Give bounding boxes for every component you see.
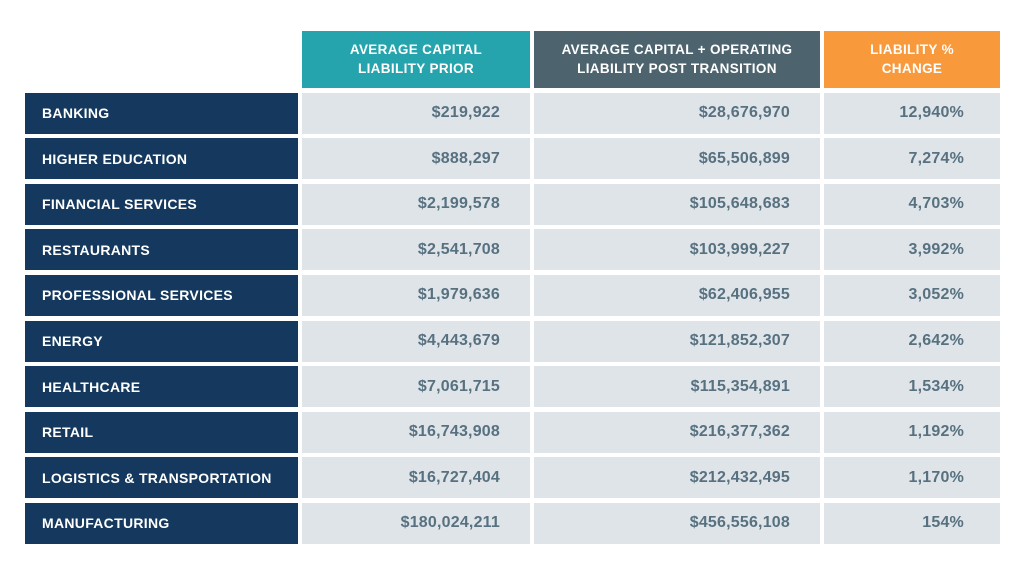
row-label-logistics-transportation: LOGISTICS & TRANSPORTATION: [25, 457, 298, 499]
value-prior: $2,541,708: [302, 229, 530, 271]
value-prior: $1,979,636: [302, 274, 530, 316]
value-post: $28,676,970: [534, 92, 820, 134]
value-change: 154%: [824, 502, 1000, 544]
value-post: $212,432,495: [534, 457, 820, 499]
row-label-energy: ENERGY: [25, 320, 298, 362]
value-post: $62,406,955: [534, 274, 820, 316]
value-prior: $180,024,211: [302, 502, 530, 544]
value-change: 12,940%: [824, 92, 1000, 134]
row-label-higher-education: HIGHER EDUCATION: [25, 138, 298, 180]
liability-comparison-table: AVERAGE CAPITAL LIABILITY PRIOR AVERAGE …: [25, 31, 1000, 544]
value-post: $216,377,362: [534, 411, 820, 453]
value-prior: $219,922: [302, 92, 530, 134]
row-label-restaurants: RESTAURANTS: [25, 229, 298, 271]
value-post: $456,556,108: [534, 502, 820, 544]
row-label-healthcare: HEALTHCARE: [25, 366, 298, 408]
header-avg-capital-liability-prior: AVERAGE CAPITAL LIABILITY PRIOR: [302, 31, 530, 88]
row-label-manufacturing: MANUFACTURING: [25, 502, 298, 544]
value-post: $105,648,683: [534, 183, 820, 225]
value-change: 7,274%: [824, 138, 1000, 180]
header-line: LIABILITY %: [870, 42, 954, 58]
value-post: $121,852,307: [534, 320, 820, 362]
row-label-banking: BANKING: [25, 92, 298, 134]
value-prior: $2,199,578: [302, 183, 530, 225]
value-change: 3,052%: [824, 274, 1000, 316]
row-label-professional-services: PROFESSIONAL SERVICES: [25, 274, 298, 316]
value-change: 4,703%: [824, 183, 1000, 225]
value-prior: $4,443,679: [302, 320, 530, 362]
header-line: AVERAGE CAPITAL + OPERATING: [561, 42, 793, 58]
value-prior: $888,297: [302, 138, 530, 180]
header-line: LIABILITY PRIOR: [357, 60, 474, 76]
header-line: LIABILITY POST TRANSITION: [577, 60, 777, 76]
value-post: $115,354,891: [534, 366, 820, 408]
value-prior: $16,743,908: [302, 411, 530, 453]
value-post: $103,999,227: [534, 229, 820, 271]
header-line: AVERAGE CAPITAL: [349, 42, 483, 58]
value-prior: $16,727,404: [302, 457, 530, 499]
value-change: 1,192%: [824, 411, 1000, 453]
corner-spacer: [25, 31, 298, 88]
value-change: 3,992%: [824, 229, 1000, 271]
value-change: 1,534%: [824, 366, 1000, 408]
row-label-financial-services: FINANCIAL SERVICES: [25, 183, 298, 225]
header-line: CHANGE: [881, 60, 943, 76]
value-change: 1,170%: [824, 457, 1000, 499]
value-prior: $7,061,715: [302, 366, 530, 408]
header-liability-pct-change: LIABILITY % CHANGE: [824, 31, 1000, 88]
value-post: $65,506,899: [534, 138, 820, 180]
header-avg-capital-operating-post: AVERAGE CAPITAL + OPERATING LIABILITY PO…: [534, 31, 820, 88]
value-change: 2,642%: [824, 320, 1000, 362]
row-label-retail: RETAIL: [25, 411, 298, 453]
